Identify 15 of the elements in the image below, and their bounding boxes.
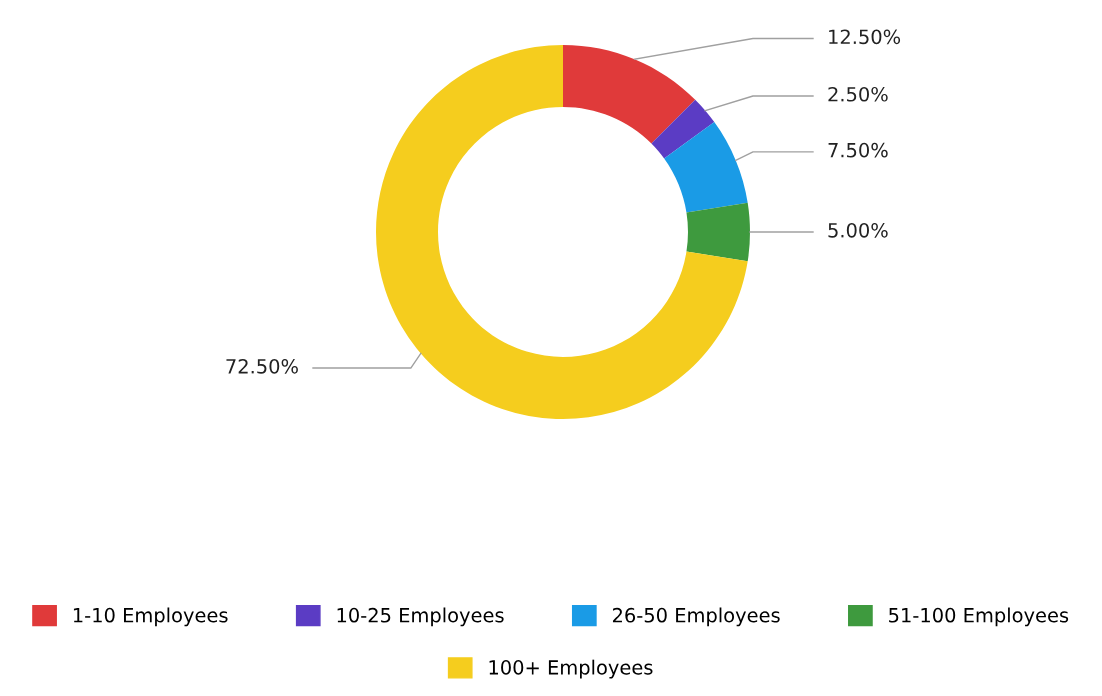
data-label: 72.50% [226,358,298,374]
data-label: 5.00% [828,222,888,238]
legend-label: 100+ Employees [489,659,653,679]
data-label: 12.50% [829,29,901,45]
legend-label: 51-100 Employees [889,607,1069,627]
donut-slice [563,45,696,144]
donut-slice [376,45,748,419]
legend-label: 10-25 Employees [337,607,504,627]
legend-label: 26-50 Employees [612,607,780,627]
donut-slice [664,122,748,213]
legend-label: 1-10 Employees [73,607,228,627]
donut-slice [686,202,750,262]
data-label: 7.50% [828,142,888,158]
data-label: 2.50% [828,86,888,102]
donut-slice [651,99,715,159]
